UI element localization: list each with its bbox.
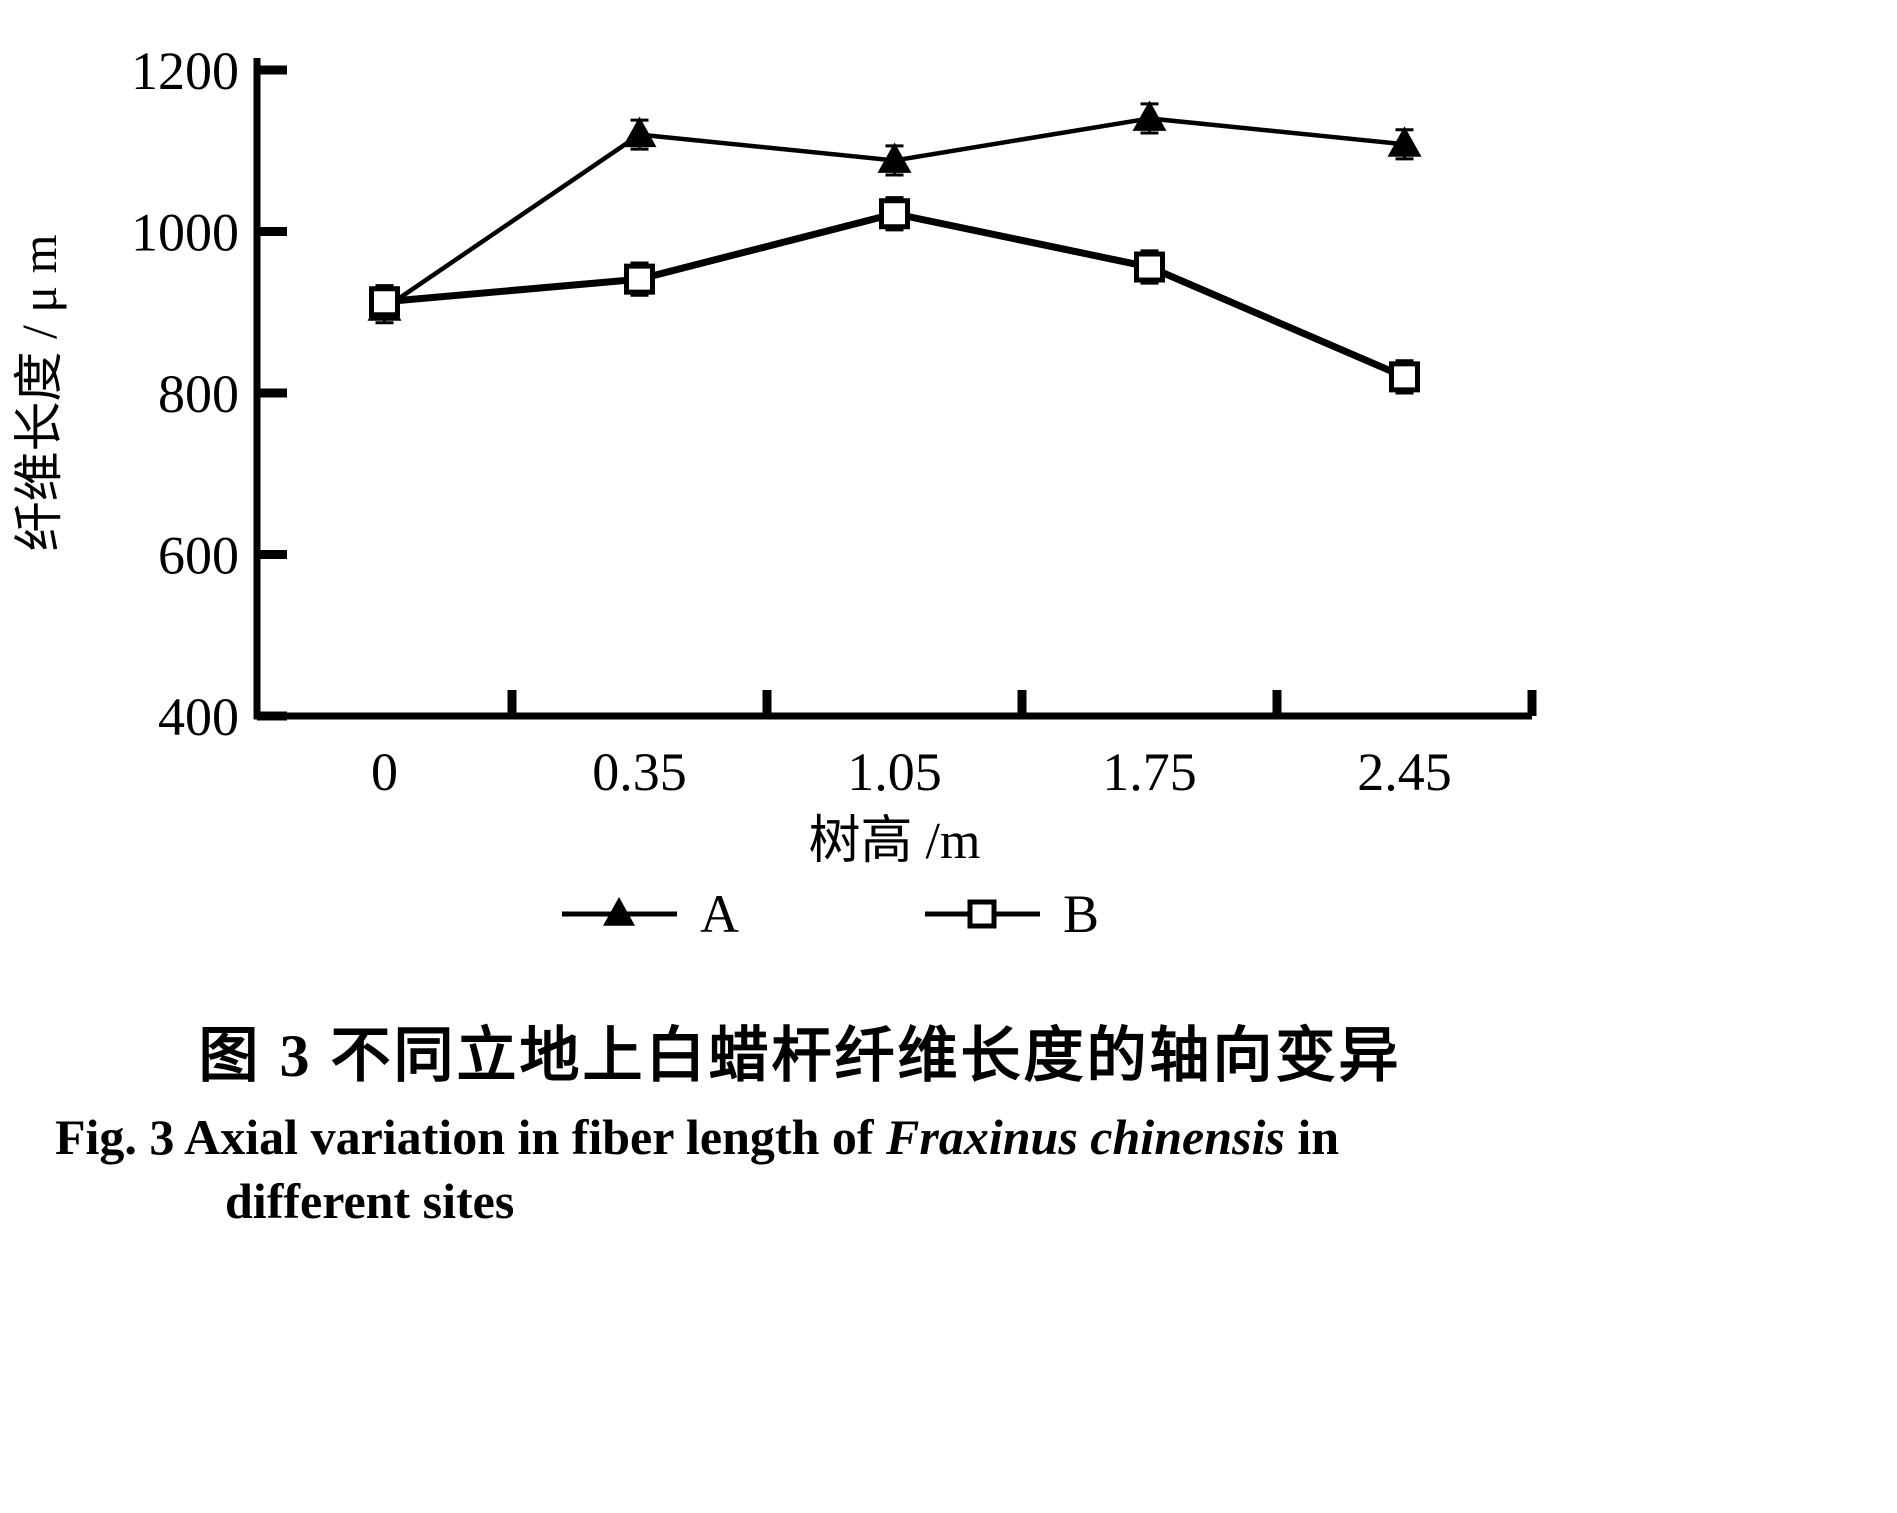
legend-label-A: A [700, 884, 739, 944]
legend-marker-B [967, 899, 997, 929]
marker-triangle-A [1132, 100, 1167, 131]
caption-english-line1: Fig. 3 Axial variation in fiber length o… [55, 1105, 1545, 1169]
y-tick-label: 800 [158, 364, 239, 424]
legend-label-B: B [1063, 884, 1099, 944]
marker-square-B [1389, 361, 1420, 393]
x-tick-label: 1.05 [847, 742, 942, 802]
marker-square-B [624, 263, 655, 295]
y-tick-label: 1000 [131, 203, 239, 263]
y-tick-label: 1200 [131, 41, 239, 101]
fiber-length-line-chart: 400 600 800 1000 1200 0 0.35 1.05 1.75 2.45 纤维长度 /… [11, 41, 1537, 944]
marker-square-B [1134, 251, 1165, 283]
series-line-B [384, 210, 1406, 381]
legend-marker-A [603, 897, 635, 926]
y-tick-label: 400 [158, 687, 239, 747]
y-tick-label: 600 [158, 526, 239, 586]
x-tick-label: 2.45 [1357, 742, 1452, 802]
caption-en-prefix: Fig. 3 Axial variation in fiber length o… [55, 1109, 887, 1165]
marker-square-B [369, 286, 400, 318]
figure-caption: 图 3 不同立地上白蜡杆纤维长度的轴向变异 Fig. 3 Axial varia… [55, 1015, 1545, 1233]
caption-en-species: Fraxinus chinensis [886, 1109, 1285, 1165]
x-tick-label: 0 [371, 742, 398, 802]
marker-triangle-A [1387, 126, 1422, 157]
caption-chinese: 图 3 不同立地上白蜡杆纤维长度的轴向变异 [198, 1023, 1402, 1089]
marker-triangle-A [622, 116, 657, 148]
x-tick-label: 0.35 [592, 742, 687, 802]
marker-triangle-A [877, 142, 912, 173]
caption-english-line2: different sites [225, 1173, 515, 1229]
x-axis-title: 树高 /m [809, 813, 981, 870]
y-axis-title: 纤维长度 / μ m [11, 234, 67, 551]
caption-en-suffix: in [1284, 1109, 1340, 1165]
marker-square-B [879, 198, 910, 230]
x-tick-label: 1.75 [1102, 742, 1197, 802]
